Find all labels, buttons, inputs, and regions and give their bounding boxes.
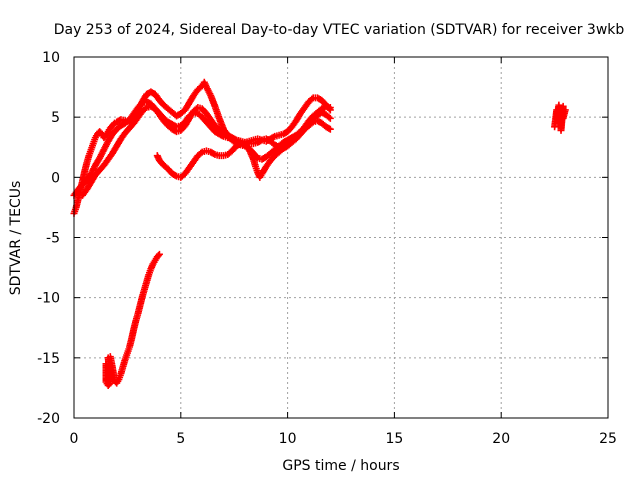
- data-point-fill: [308, 95, 316, 103]
- y-tick-label: 5: [51, 110, 60, 126]
- axis-ticks: 0 5 10 15 20 25 -20 -15 -10 -5 0 5 10: [37, 50, 617, 447]
- x-tick-label: 0: [70, 431, 79, 447]
- y-axis-label: SDTVAR / TECUs: [8, 181, 24, 296]
- x-axis-label: GPS time / hours: [282, 458, 399, 474]
- x-tick-label: 25: [599, 431, 617, 447]
- y-tick-label: -5: [46, 231, 60, 247]
- data-point: [561, 106, 569, 114]
- x-tick-label: 20: [492, 431, 510, 447]
- data-point-fill: [257, 137, 265, 145]
- data-point-fill: [197, 149, 205, 157]
- data-series: [102, 250, 163, 390]
- data-point-fill: [171, 171, 179, 179]
- data-point-fill: [269, 133, 277, 141]
- data-point-fill: [274, 142, 282, 150]
- data-point-fill: [218, 132, 226, 140]
- data-point-fill: [141, 105, 149, 113]
- x-tick-label: 15: [385, 431, 403, 447]
- data-point-fill: [210, 150, 218, 158]
- data-point-fill: [325, 124, 333, 132]
- x-tick-label: 5: [176, 431, 185, 447]
- data-point: [326, 125, 334, 133]
- grid: [74, 57, 608, 418]
- data-point-fill: [325, 113, 333, 121]
- y-tick-label: -15: [37, 351, 60, 367]
- data-series: [153, 102, 334, 181]
- x-tick-label: 10: [279, 431, 297, 447]
- data-point: [326, 114, 334, 122]
- y-tick-label: 10: [42, 50, 60, 66]
- data-point: [155, 250, 163, 258]
- y-tick-label: 0: [51, 170, 60, 186]
- y-tick-label: -20: [37, 411, 60, 427]
- data-points: [70, 78, 569, 390]
- data-series: [551, 101, 569, 134]
- data-point: [326, 104, 334, 112]
- y-tick-label: -10: [37, 291, 60, 307]
- data-point-fill: [154, 252, 162, 260]
- chart-title: Day 253 of 2024, Sidereal Day-to-day VTE…: [54, 22, 625, 38]
